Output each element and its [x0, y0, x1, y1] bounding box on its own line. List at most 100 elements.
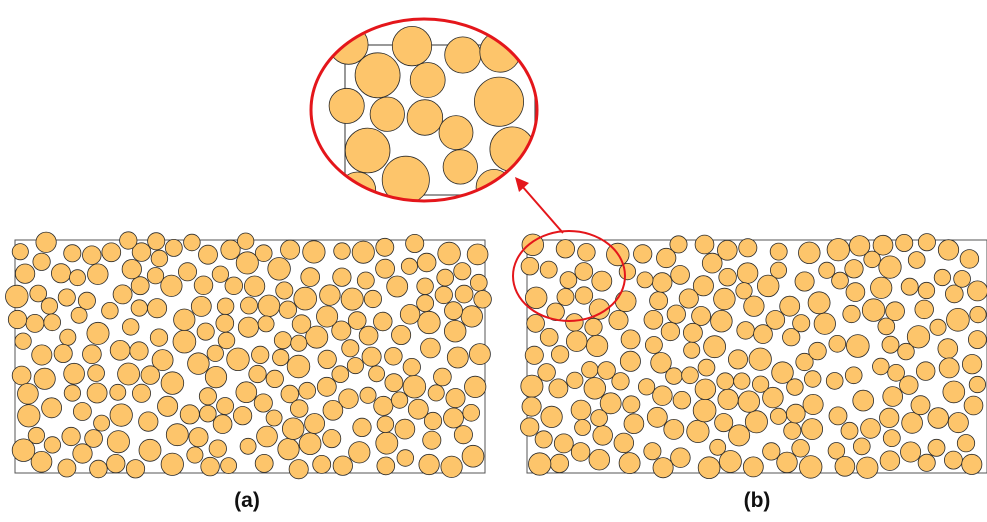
particle	[304, 413, 326, 434]
particle	[844, 259, 864, 279]
particle	[63, 244, 82, 263]
particle	[188, 427, 209, 448]
particle	[736, 321, 755, 340]
particle	[257, 315, 275, 333]
particle	[825, 372, 844, 390]
particle	[244, 275, 266, 297]
particle	[53, 343, 73, 363]
particle	[87, 364, 105, 382]
particle	[82, 344, 102, 365]
particle	[861, 298, 886, 322]
particle	[844, 366, 863, 385]
particle	[235, 381, 258, 404]
particle	[473, 290, 492, 309]
particle	[373, 395, 394, 416]
particle	[117, 362, 141, 386]
panel-b-particles	[520, 233, 987, 480]
particle	[701, 252, 723, 274]
particle	[914, 299, 934, 320]
particle	[468, 343, 491, 366]
particle	[566, 371, 584, 389]
particle	[670, 447, 691, 468]
particle	[5, 284, 29, 309]
particle	[713, 287, 736, 311]
particle	[528, 452, 552, 476]
particle	[273, 331, 292, 350]
particle	[652, 457, 674, 479]
particle	[479, 31, 521, 73]
particle	[63, 384, 82, 402]
particle	[199, 405, 217, 423]
particle	[683, 341, 701, 359]
particle	[376, 456, 396, 476]
particle	[555, 239, 576, 259]
particle	[666, 304, 686, 324]
particle	[899, 375, 919, 395]
particle	[340, 287, 364, 311]
particle	[646, 406, 668, 428]
particle	[399, 304, 421, 325]
particle	[72, 443, 93, 464]
particle	[375, 431, 399, 455]
particle	[41, 397, 62, 419]
particle	[916, 361, 936, 381]
particle	[375, 237, 395, 257]
particle	[376, 415, 395, 434]
particle	[574, 419, 591, 436]
particle	[650, 352, 672, 374]
particle	[585, 334, 609, 357]
particle	[762, 386, 784, 409]
particle	[198, 244, 218, 265]
particle	[807, 291, 831, 315]
particle	[11, 243, 29, 261]
particle	[717, 388, 739, 410]
particle	[620, 329, 641, 350]
particle	[216, 397, 235, 415]
particle	[235, 251, 259, 275]
particle	[748, 347, 772, 371]
particle	[524, 345, 544, 365]
particle	[407, 398, 429, 420]
panel-a-label: (a)	[234, 489, 260, 512]
particle	[469, 273, 488, 292]
particle	[333, 242, 351, 260]
particle	[473, 76, 524, 127]
particle	[11, 365, 32, 386]
particle	[525, 286, 548, 310]
particle	[129, 341, 149, 361]
particle	[691, 306, 711, 326]
particle	[446, 346, 469, 369]
particle	[959, 249, 980, 269]
particle	[220, 457, 238, 475]
particle	[556, 288, 575, 306]
particle	[82, 245, 102, 265]
particle	[332, 455, 353, 476]
particle	[901, 412, 923, 434]
particle	[69, 269, 86, 287]
particle	[848, 235, 871, 257]
particle	[942, 380, 966, 404]
particle	[652, 385, 673, 406]
particle	[917, 233, 936, 252]
particle	[172, 329, 197, 354]
particle	[164, 238, 183, 257]
particle	[622, 395, 641, 414]
particle	[927, 407, 949, 429]
particle	[33, 367, 56, 390]
particle	[716, 240, 738, 261]
particle	[427, 384, 445, 402]
particle	[818, 261, 836, 279]
particle	[637, 378, 656, 396]
particle	[121, 259, 142, 280]
particle	[944, 284, 964, 304]
particle	[917, 453, 936, 472]
particle	[944, 450, 963, 470]
particle	[89, 459, 108, 479]
particle	[186, 446, 204, 464]
particle	[29, 284, 48, 303]
particle	[454, 284, 474, 304]
particle	[331, 320, 352, 341]
particle	[856, 456, 879, 479]
particle	[643, 309, 664, 330]
particle	[961, 453, 983, 475]
